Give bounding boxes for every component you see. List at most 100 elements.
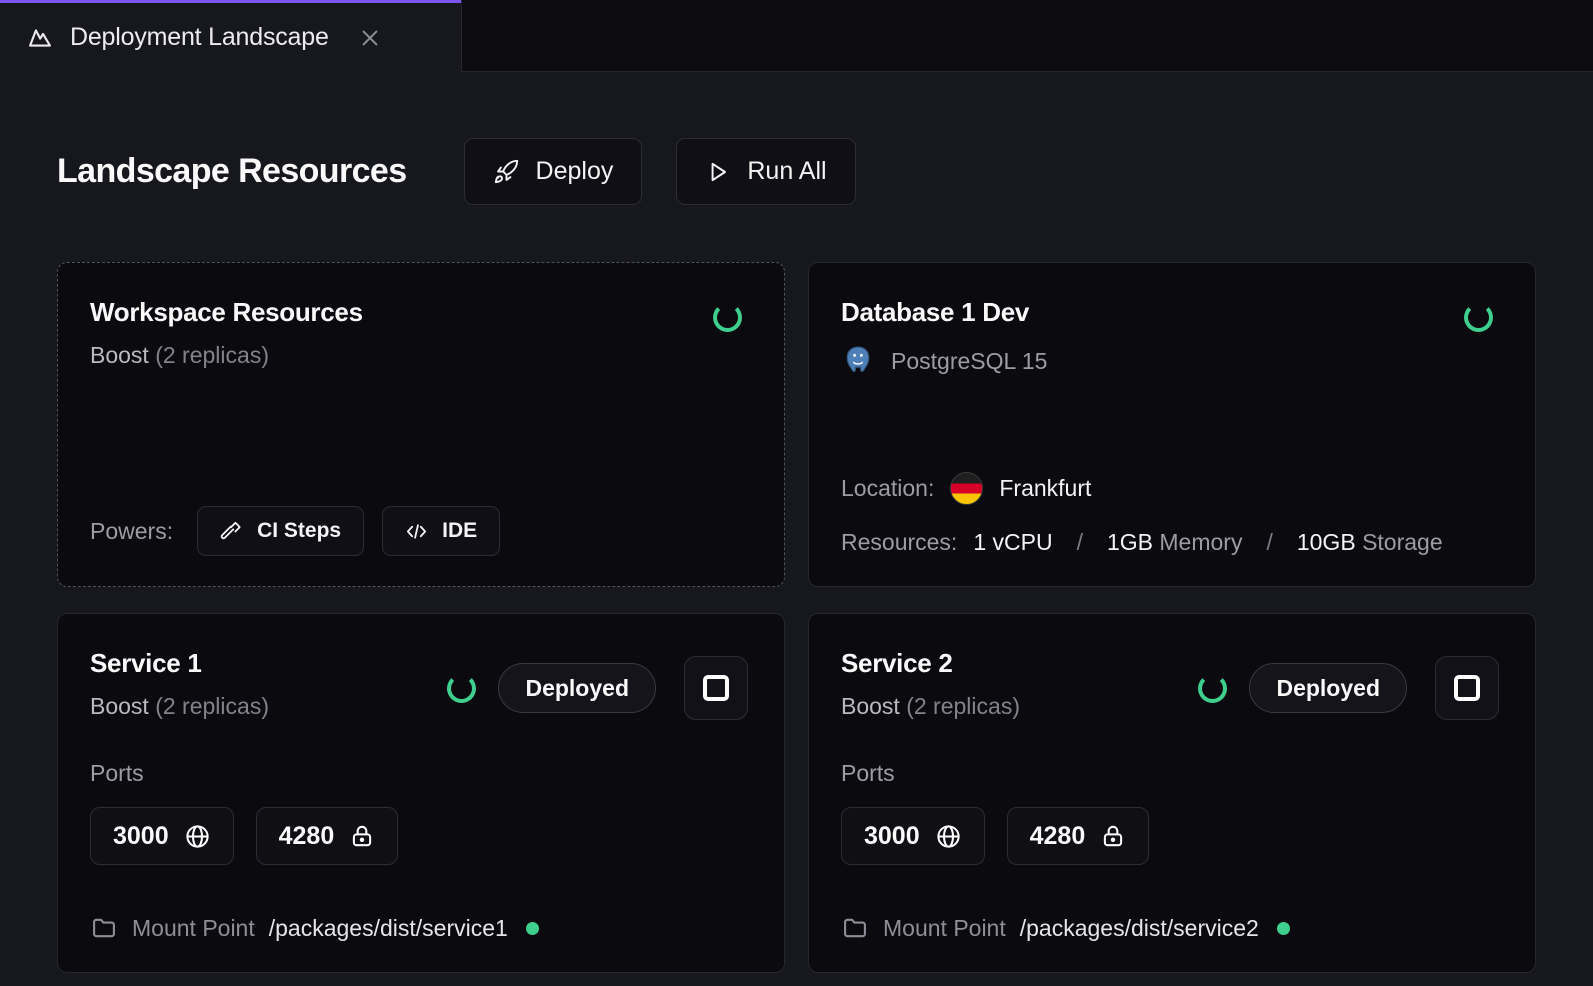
postgresql-icon <box>841 344 875 378</box>
machine-class: Boost <box>90 693 149 719</box>
mount-point-label: Mount Point <box>132 914 255 941</box>
card-title: Service 1 <box>90 648 202 678</box>
machine-class: Boost <box>90 342 149 368</box>
separator: / <box>1076 529 1083 555</box>
service-2-card: Service 2 Boost (2 replicas) Deployed Po… <box>808 613 1536 973</box>
memory-unit: Memory <box>1159 529 1243 555</box>
location-row: Location: Frankfurt <box>841 472 1499 505</box>
workspace-resources-card: Workspace Resources Boost (2 replicas) P… <box>57 262 785 587</box>
stop-button[interactable] <box>684 656 748 720</box>
run-all-button-label: Run All <box>747 157 827 185</box>
code-icon <box>405 520 428 543</box>
mount-point-row: Mount Point /packages/dist/service2 <box>841 914 1499 942</box>
tab-bar-empty-area <box>461 0 1593 72</box>
mount-point-path: /packages/dist/service2 <box>1019 914 1259 941</box>
globe-icon <box>935 823 962 850</box>
germany-flag-icon <box>950 472 984 505</box>
cpu-value: 1 vCPU <box>973 529 1053 555</box>
card-title: Service 2 <box>841 648 953 678</box>
main-content: Landscape Resources Deploy <box>0 138 1593 973</box>
database-info: Location: Frankfurt Resources: 1 vCPU / … <box>841 472 1499 556</box>
rocket-icon <box>493 158 520 185</box>
tab-title: Deployment Landscape <box>70 23 329 51</box>
loading-spinner <box>1464 303 1493 332</box>
service-1-card: Service 1 Boost (2 replicas) Deployed Po… <box>57 613 785 973</box>
service-title-block: Service 1 Boost (2 replicas) <box>90 648 269 720</box>
mount-point-path: /packages/dist/service1 <box>268 914 508 941</box>
loading-spinner <box>447 673 477 703</box>
port-3000-chip[interactable]: 3000 <box>90 807 234 865</box>
status-badge: Deployed <box>498 663 656 713</box>
port-number: 3000 <box>864 821 920 850</box>
replica-count: (2 replicas) <box>155 693 269 719</box>
ide-chip[interactable]: IDE <box>382 506 501 556</box>
location-label: Location: <box>841 475 935 501</box>
mountain-logo-icon <box>26 24 54 52</box>
tab-bar: Deployment Landscape <box>0 0 1593 72</box>
ide-chip-label: IDE <box>442 519 478 542</box>
card-title: Workspace Resources <box>90 297 363 327</box>
separator: / <box>1266 529 1273 555</box>
port-3000-chip[interactable]: 3000 <box>841 807 985 865</box>
ports-label: Ports <box>90 760 144 786</box>
status-dot <box>525 921 539 935</box>
database-engine-label: PostgreSQL 15 <box>891 347 1048 374</box>
card-title: Database 1 Dev <box>841 297 1030 327</box>
status-dot <box>1276 921 1290 935</box>
card-subtitle: Boost (2 replicas) <box>90 342 748 369</box>
location-value: Frankfurt <box>999 475 1092 501</box>
service-controls: Deployed <box>1198 656 1499 720</box>
memory-value: 1GB Memory <box>1106 529 1243 555</box>
mount-point-row: Mount Point /packages/dist/service1 <box>90 914 748 942</box>
storage-value: 10GB Storage <box>1296 529 1443 555</box>
status-badge: Deployed <box>1249 663 1407 713</box>
globe-icon <box>184 823 211 850</box>
page-header: Landscape Resources Deploy <box>57 138 1536 205</box>
play-icon <box>705 159 731 185</box>
card-subtitle: Boost (2 replicas) <box>841 693 1020 720</box>
tab-deployment-landscape[interactable]: Deployment Landscape <box>0 0 461 72</box>
port-chips: 3000 4280 <box>90 807 748 865</box>
hammer-icon <box>220 520 243 543</box>
port-chips: 3000 4280 <box>841 807 1499 865</box>
stop-icon <box>703 675 729 701</box>
header-actions: Deploy Run All <box>463 138 856 205</box>
database-card: Database 1 Dev PostgreSQL 15 Location: <box>808 262 1536 587</box>
service-header: Service 2 Boost (2 replicas) Deployed <box>841 648 1499 720</box>
service-header: Service 1 Boost (2 replicas) Deployed <box>90 648 748 720</box>
storage-unit: Storage <box>1362 529 1443 555</box>
stop-button[interactable] <box>1435 656 1499 720</box>
port-number: 4280 <box>1029 821 1086 850</box>
card-subtitle: Boost (2 replicas) <box>90 693 269 720</box>
port-4280-chip[interactable]: 4280 <box>1006 807 1150 865</box>
ports-label: Ports <box>841 760 895 786</box>
powers-row: Powers: CI Steps <box>90 506 748 556</box>
database-engine-row: PostgreSQL 15 <box>841 344 1499 378</box>
service-controls: Deployed <box>447 656 748 720</box>
close-icon[interactable] <box>359 27 381 49</box>
loading-spinner <box>1198 673 1228 703</box>
resources-grid: Workspace Resources Boost (2 replicas) P… <box>57 262 1536 973</box>
lock-icon <box>349 823 375 849</box>
loading-spinner <box>713 303 742 332</box>
folder-icon <box>90 914 118 942</box>
replica-count: (2 replicas) <box>155 342 269 368</box>
run-all-button[interactable]: Run All <box>676 138 856 205</box>
ci-steps-chip[interactable]: CI Steps <box>197 506 365 556</box>
lock-icon <box>1100 823 1126 849</box>
power-chips: CI Steps IDE <box>197 506 501 556</box>
machine-class: Boost <box>841 693 900 719</box>
ci-steps-chip-label: CI Steps <box>257 519 342 542</box>
port-4280-chip[interactable]: 4280 <box>255 807 399 865</box>
deploy-button-label: Deploy <box>535 157 614 185</box>
page-title: Landscape Resources <box>57 152 407 190</box>
resources-label: Resources: <box>841 529 958 555</box>
mount-point-label: Mount Point <box>883 914 1006 941</box>
port-number: 3000 <box>113 821 169 850</box>
folder-icon <box>841 914 869 942</box>
replica-count: (2 replicas) <box>906 693 1020 719</box>
deploy-button[interactable]: Deploy <box>463 138 643 205</box>
port-number: 4280 <box>278 821 335 850</box>
powers-label: Powers: <box>90 517 174 544</box>
stop-icon <box>1454 675 1480 701</box>
